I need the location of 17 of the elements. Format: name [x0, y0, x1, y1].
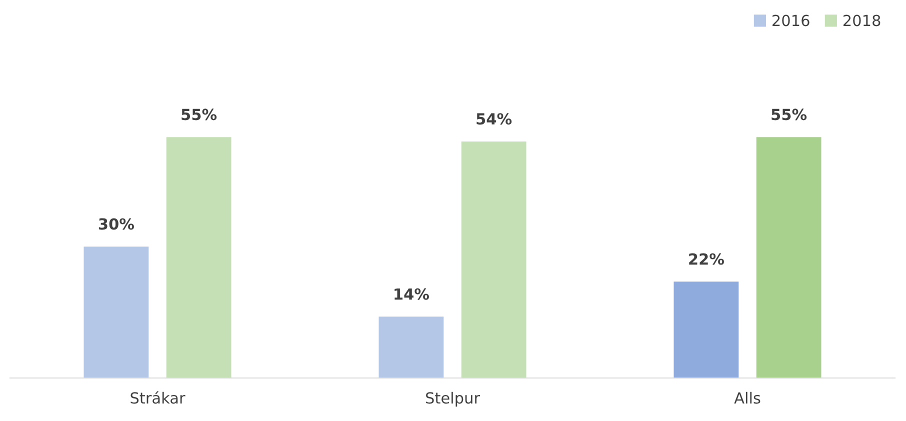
x-tick-label: Stelpur	[426, 392, 480, 407]
data-label: 14%	[394, 288, 429, 300]
data-label: 30%	[98, 218, 134, 230]
data-label: 54%	[476, 113, 512, 125]
bar	[84, 246, 149, 378]
data-label: 55%	[772, 108, 807, 120]
bar	[166, 137, 232, 378]
x-tick-label: Strákar	[130, 391, 186, 404]
bar	[461, 141, 526, 378]
legend-label: 2016	[772, 14, 810, 26]
data-label: 55%	[182, 108, 217, 120]
legend-label: 2018	[843, 14, 880, 26]
x-tick-label: Alls	[734, 392, 760, 404]
data-label: 22%	[689, 253, 724, 265]
bar	[378, 316, 444, 378]
bar	[674, 282, 739, 378]
bar	[756, 137, 822, 378]
